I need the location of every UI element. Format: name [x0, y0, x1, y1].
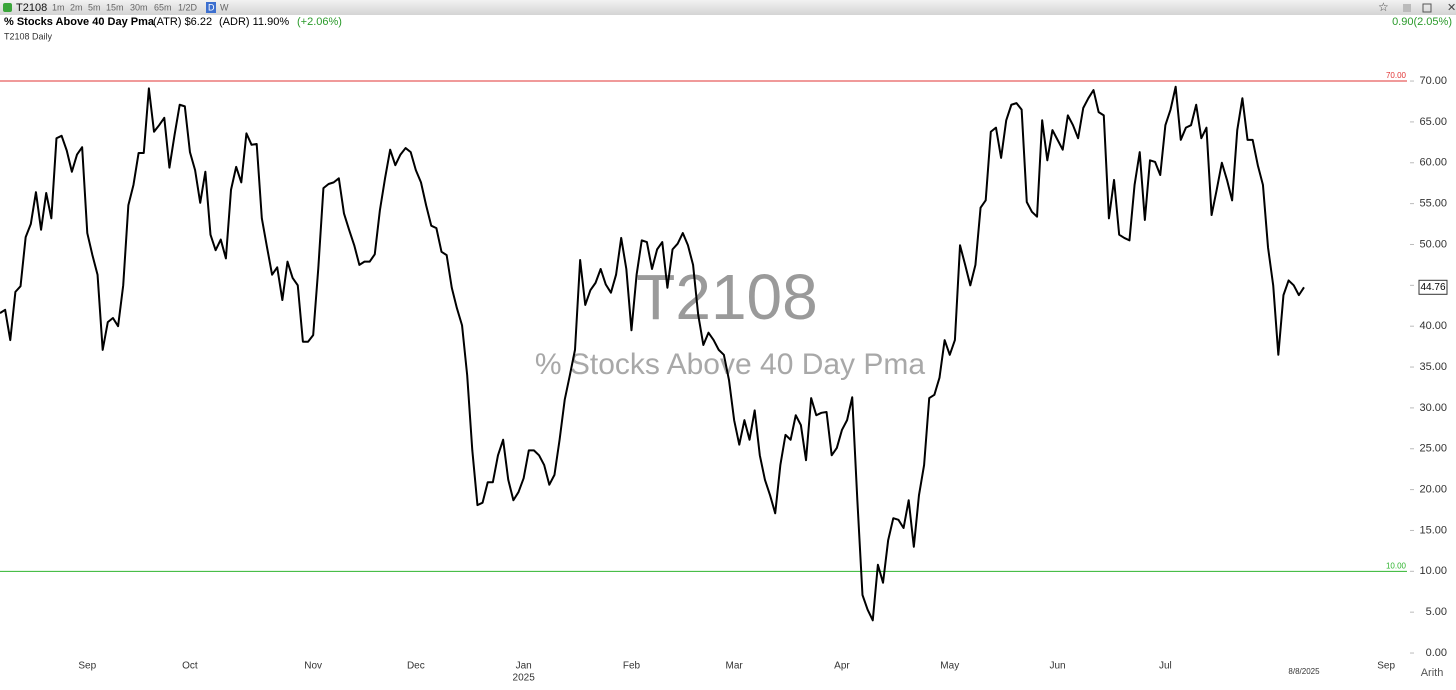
y-tick-label: 60.00 [1419, 157, 1447, 169]
y-tick-label: 40.00 [1419, 320, 1447, 332]
right-change: 0.90(2.05%) [1392, 16, 1452, 28]
y-tick-label: 50.00 [1419, 238, 1447, 250]
interval-button[interactable]: 30m [130, 2, 148, 12]
last-value-box [1418, 279, 1448, 295]
x-tick-label: Dec [407, 661, 425, 672]
x-tick-label: 8/8/2025 [1288, 667, 1320, 676]
window-button[interactable] [1403, 4, 1411, 12]
x-tick-label: Sep [1377, 661, 1395, 672]
last-value-label: 44.76 [1420, 282, 1445, 293]
interval-button[interactable]: 1/2D [178, 2, 198, 12]
interval-button[interactable]: 5m [88, 2, 101, 12]
close-icon[interactable]: ✕ [1447, 2, 1456, 14]
y-tick-label: 65.00 [1419, 116, 1447, 128]
y-tick-label: 35.00 [1419, 361, 1447, 373]
x-tick-label: Apr [834, 661, 850, 672]
x-tick-label: May [940, 661, 959, 672]
watermark-title: T2108 [636, 261, 817, 333]
interval-button[interactable]: D [208, 2, 215, 12]
change-pct: (+2.06%) [297, 16, 342, 28]
y-tick-label: 70.00 [1419, 75, 1447, 87]
indicator-name: % Stocks Above 40 Day Pma [4, 16, 155, 28]
scale-mode[interactable]: Arith [1421, 667, 1444, 679]
active-interval [206, 2, 216, 13]
interval-button[interactable]: 15m [106, 2, 124, 12]
reference-label: 10.00 [1386, 561, 1407, 570]
x-tick-label: Jul [1159, 661, 1172, 672]
y-tick-label: 25.00 [1419, 443, 1447, 455]
symbol: T2108 [16, 2, 47, 14]
x-tick-label: Feb [623, 661, 641, 672]
interval-button[interactable]: 65m [154, 2, 172, 12]
y-tick-label: 0.00 [1426, 647, 1447, 659]
y-tick-label: 20.00 [1419, 484, 1447, 496]
chart-name[interactable]: T2108 Daily [4, 31, 53, 41]
x-tick-label: Oct [182, 661, 198, 672]
y-tick-label: 10.00 [1419, 565, 1447, 577]
watermark-subtitle: % Stocks Above 40 Day Pma [535, 348, 926, 381]
adr: (ADR) 11.90% [219, 16, 289, 28]
series-line [0, 85, 1305, 622]
y-tick-label: 15.00 [1419, 524, 1447, 536]
x-tick-label: Jan [516, 661, 532, 672]
year-label: 2025 [513, 673, 536, 684]
window-button[interactable] [1422, 3, 1432, 13]
y-tick-label: 30.00 [1419, 402, 1447, 414]
atr: (ATR) $6.22 [153, 16, 212, 28]
x-tick-label: Sep [78, 661, 96, 672]
interval-button[interactable]: 2m [70, 2, 83, 12]
x-tick-label: Jun [1050, 661, 1066, 672]
add-icon[interactable] [3, 3, 12, 12]
x-tick-label: Mar [726, 661, 744, 672]
star-icon[interactable]: ☆ [1378, 0, 1389, 14]
reference-label: 70.00 [1386, 71, 1407, 80]
x-tick-label: Nov [304, 661, 322, 672]
interval-button[interactable]: 1m [52, 2, 65, 12]
interval-buttons: 1m 2m 5m 15m 30m 65m 1/2D D W [52, 2, 229, 13]
y-tick-label: 5.00 [1426, 606, 1447, 618]
interval-button[interactable]: W [220, 2, 229, 12]
toolbar [0, 0, 1456, 15]
y-tick-label: 55.00 [1419, 198, 1447, 210]
